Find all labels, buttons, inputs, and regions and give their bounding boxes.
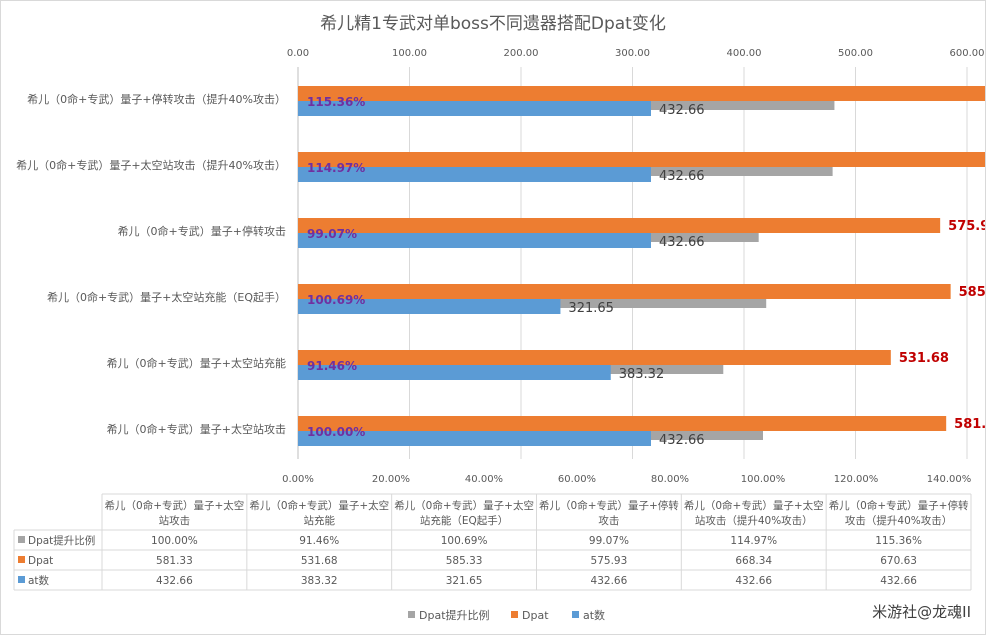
category-label: 希儿（0命+专武）量子+太空站攻击 (107, 422, 286, 436)
at-value-label: 432.66 (659, 235, 705, 250)
table-cell: 321.65 (446, 575, 483, 587)
table-cell: 575.93 (591, 555, 628, 567)
table-cell: 99.07% (589, 535, 629, 547)
at-bar (298, 167, 651, 182)
table-cell: 100.69% (441, 535, 488, 547)
table-header: 站充能（EQ起手） (420, 514, 508, 527)
bottom-axis-tick-label: 60.00% (558, 474, 596, 485)
table-header: 站攻击 (159, 514, 191, 527)
table-cell: 91.46% (299, 535, 339, 547)
at-value-label: 432.66 (659, 433, 705, 448)
table-cell: 432.66 (880, 575, 917, 587)
legend-label: at数 (583, 609, 605, 622)
table-cell: 668.34 (735, 555, 772, 567)
table-header: 希儿（0命+专武）量子+停转 (539, 499, 679, 512)
category-label: 希儿（0命+专武）量子+太空站充能（EQ起手） (47, 290, 286, 304)
ratio-value-label: 100.69% (307, 293, 365, 307)
at-bar (298, 233, 651, 248)
table-legend-key (18, 536, 25, 543)
bottom-axis-tick-label: 80.00% (651, 474, 689, 485)
top-axis-tick-label: 0.00 (287, 48, 309, 59)
table-header: 希儿（0命+专武）量子+停转 (829, 499, 969, 512)
legend-swatch (408, 611, 415, 618)
dpat-value-label: 581.33 (954, 417, 986, 432)
bottom-axis-tick-label: 120.00% (834, 474, 879, 485)
table-header: 希儿（0命+专武）量子+太空 (105, 499, 245, 512)
top-axis-tick-label: 300.00 (615, 48, 650, 59)
table-header: 站充能 (304, 514, 336, 527)
bottom-axis-tick-label: 20.00% (372, 474, 410, 485)
ratio-value-label: 99.07% (307, 227, 357, 241)
at-bar (298, 365, 611, 380)
table-header: 希儿（0命+专武）量子+太空 (249, 499, 389, 512)
table-cell: 115.36% (875, 535, 922, 547)
at-value-label: 383.32 (619, 367, 665, 382)
table-cell: 432.66 (735, 575, 772, 587)
top-axis-tick-label: 400.00 (727, 48, 762, 59)
watermark-text: 米游社@龙魂II (872, 603, 971, 621)
table-header: 站攻击（提升40%攻击） (695, 514, 813, 527)
dpat-bar (298, 284, 951, 299)
table-series-name: Dpat (28, 555, 53, 567)
top-axis-tick-label: 200.00 (504, 48, 539, 59)
table-cell: 581.33 (156, 555, 193, 567)
table-cell: 670.63 (880, 555, 917, 567)
table-header: 攻击 (598, 514, 619, 527)
legend-label: Dpat (522, 609, 549, 622)
table-series-name: Dpat提升比例 (28, 534, 95, 547)
at-bar (298, 299, 561, 314)
at-bar (298, 101, 651, 116)
at-bar (298, 431, 651, 446)
table-cell: 383.32 (301, 575, 338, 587)
category-label: 希儿（0命+专武）量子+停转攻击（提升40%攻击） (27, 92, 286, 106)
bottom-axis-tick-label: 140.00% (927, 474, 972, 485)
table-cell: 100.00% (151, 535, 198, 547)
table-header: 希儿（0命+专武）量子+太空 (394, 499, 534, 512)
dpat-bar (298, 416, 947, 431)
ratio-value-label: 115.36% (307, 95, 365, 109)
dpat-bar (298, 350, 891, 365)
table-cell: 531.68 (301, 555, 338, 567)
ratio-value-label: 91.46% (307, 359, 357, 373)
ratio-value-label: 114.97% (307, 161, 365, 175)
legend-swatch (511, 611, 518, 618)
dpat-value-label: 575.93 (948, 219, 986, 234)
table-cell: 585.33 (446, 555, 483, 567)
dpat-bar (298, 152, 986, 167)
dpat-value-label: 585.33 (959, 285, 986, 300)
legend-swatch (572, 611, 579, 618)
table-cell: 114.97% (730, 535, 777, 547)
table-legend-key (18, 556, 25, 563)
at-value-label: 432.66 (659, 103, 705, 118)
dpat-bar (298, 86, 986, 101)
table-legend-key (18, 576, 25, 583)
ratio-value-label: 100.00% (307, 425, 365, 439)
top-axis-tick-label: 100.00 (392, 48, 427, 59)
table-series-name: at数 (28, 574, 50, 587)
table-header: 攻击（提升40%攻击） (845, 514, 952, 527)
at-value-label: 321.65 (568, 301, 614, 316)
category-label: 希儿（0命+专武）量子+太空站充能 (107, 356, 286, 370)
table-cell: 432.66 (156, 575, 193, 587)
category-label: 希儿（0命+专武）量子+太空站攻击（提升40%攻击） (16, 158, 286, 172)
top-axis-tick-label: 500.00 (838, 48, 873, 59)
bottom-axis-tick-label: 0.00% (282, 474, 314, 485)
table-cell: 432.66 (591, 575, 628, 587)
bottom-axis-tick-label: 40.00% (465, 474, 503, 485)
category-label: 希儿（0命+专武）量子+停转攻击 (118, 224, 286, 238)
legend-label: Dpat提升比例 (419, 608, 490, 622)
bottom-axis-tick-label: 100.00% (741, 474, 786, 485)
top-axis-tick-label: 600.00 (950, 48, 985, 59)
table-header: 希儿（0命+专武）量子+太空 (684, 499, 824, 512)
dpat-value-label: 531.68 (899, 351, 949, 366)
dpat-bar (298, 218, 941, 233)
at-value-label: 432.66 (659, 169, 705, 184)
chart-title: 希儿精1专武对单boss不同遗器搭配Dpat变化 (320, 14, 666, 34)
